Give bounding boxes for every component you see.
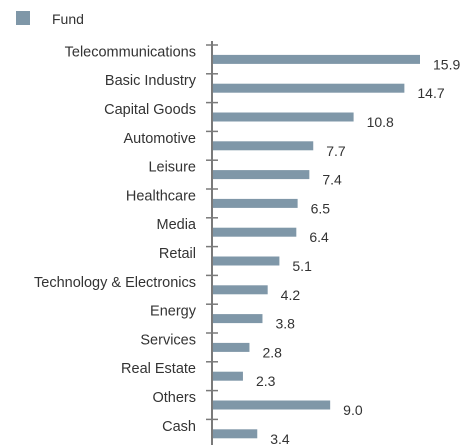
category-label: Automotive [123,131,196,147]
bars [213,54,420,439]
bar [213,141,314,151]
bar [213,54,420,64]
category-label: Capital Goods [104,102,196,118]
bar [213,170,310,180]
category-axis [206,41,218,445]
category-label: Healthcare [126,188,196,204]
legend-label: Fund [52,11,84,27]
bar [213,314,263,324]
category-label: Telecommunications [65,44,196,60]
value-label: 14.7 [417,85,444,101]
legend: Fund [16,11,84,27]
legend-swatch [16,11,30,25]
value-labels: 15.9 14.7 10.8 7.7 7.4 6.5 6.4 5.1 4.2 3.8 2.8 2.3 9… [256,56,461,445]
category-label: Technology & Electronics [34,275,196,291]
bar [213,198,298,208]
value-label: 5.1 [292,258,312,274]
category-label: Real Estate [121,361,196,377]
category-label: Energy [150,304,197,320]
category-label: Leisure [148,160,196,176]
bar [213,256,280,266]
bar [213,342,250,352]
value-label: 6.4 [309,229,329,245]
value-label: 3.8 [275,316,295,332]
value-label: 6.5 [311,200,331,216]
bar [213,285,268,295]
category-label: Cash [162,419,196,435]
bar [213,429,258,439]
value-label: 10.8 [367,114,394,130]
category-label: Others [152,390,196,406]
category-labels: Telecommunications Basic Industry Capital … [34,44,197,434]
category-label: Retail [159,246,196,262]
category-label: Media [157,217,197,233]
value-label: 7.4 [322,172,342,188]
category-label: Services [140,332,196,348]
value-label: 3.4 [270,431,290,445]
value-label: 2.3 [256,373,276,389]
bar [213,371,243,381]
bar [213,400,331,410]
bar [213,112,354,122]
value-label: 4.2 [281,287,301,303]
value-label: 2.8 [262,344,282,360]
value-label: 7.7 [326,143,346,159]
bar [213,227,297,237]
value-label: 9.0 [343,402,363,418]
bar [213,83,405,93]
value-label: 15.9 [433,56,460,72]
category-label: Basic Industry [105,73,197,89]
